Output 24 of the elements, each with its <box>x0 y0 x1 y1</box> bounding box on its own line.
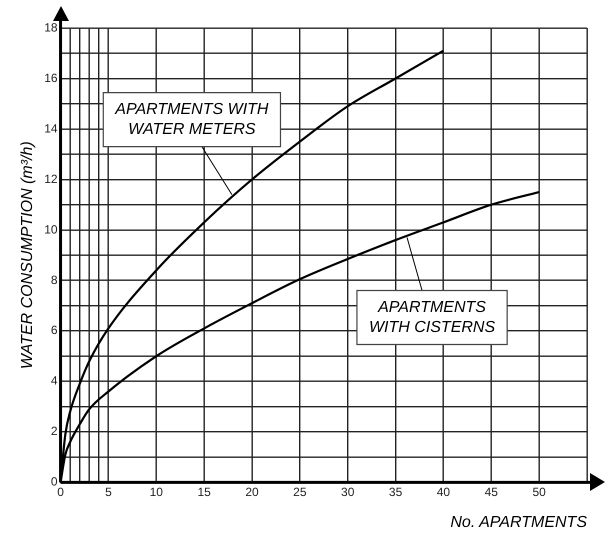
x-tick-label: 15 <box>197 484 212 499</box>
x-tick-label: 20 <box>245 484 259 499</box>
y-tick-label: 0 <box>50 474 58 489</box>
y-tick-label: 6 <box>50 323 58 338</box>
annotation: APARTMENTS WITH WATER METERS <box>114 101 269 138</box>
y-tick-label: 4 <box>50 374 58 388</box>
y-tick-label: 18 <box>44 20 58 34</box>
x-tick-label: 35 <box>388 484 403 499</box>
y-tick-label: 12 <box>44 172 58 186</box>
y-axis-title: WATER CONSUMPTION (m³/h) <box>19 141 36 370</box>
x-tick-label: 5 <box>105 484 112 499</box>
x-tick-label: 30 <box>341 484 355 499</box>
annotation: APARTMENTS WITH CISTERNS <box>368 298 496 336</box>
x-axis-title: No. APARTMENTS <box>450 514 588 531</box>
y-tick-label: 16 <box>44 70 58 85</box>
x-tick-label: 25 <box>293 484 307 499</box>
x-tick-label: 50 <box>532 484 546 499</box>
y-tick-label: 14 <box>44 121 58 136</box>
x-tick-label: 45 <box>484 484 498 499</box>
x-tick-label: 10 <box>150 484 164 499</box>
y-tick-label: 10 <box>44 222 58 236</box>
x-tick-label: 40 <box>436 484 450 499</box>
y-tick-label: 8 <box>50 272 58 287</box>
y-tick-label: 2 <box>50 424 58 438</box>
